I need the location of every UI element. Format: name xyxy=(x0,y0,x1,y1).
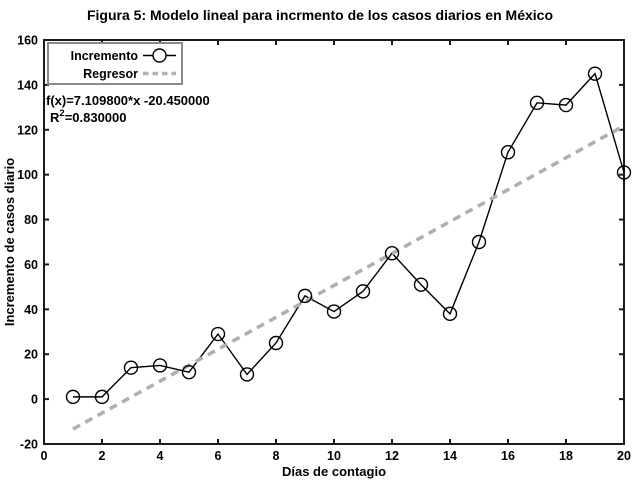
data-point xyxy=(558,97,574,113)
equation-annotation: f(x)=7.109800*x -20.450000 xyxy=(46,93,210,108)
data-point xyxy=(268,335,284,351)
y-axis-label: Incremento de casos diario xyxy=(2,158,17,326)
legend-label-regresor: Regresor xyxy=(83,67,138,81)
r-squared-annotation: R2=0.830000 xyxy=(50,108,127,125)
data-point xyxy=(94,389,110,405)
x-axis-label: Días de contagio xyxy=(282,464,386,479)
y-tick-label: 160 xyxy=(17,34,38,48)
x-tick-label: 10 xyxy=(327,449,341,463)
data-point xyxy=(239,367,255,382)
x-tick-label: 14 xyxy=(443,449,457,463)
data-point xyxy=(181,364,197,380)
data-point xyxy=(413,277,429,292)
x-tick-label: 20 xyxy=(617,449,631,463)
x-tick-label: 18 xyxy=(559,449,573,463)
data-point xyxy=(65,389,81,405)
data-point xyxy=(471,234,487,250)
data-line xyxy=(73,72,625,398)
y-tick-label: 40 xyxy=(24,303,38,317)
legend: Incremento Regresor xyxy=(47,42,183,85)
y-tick-label: 100 xyxy=(17,168,38,182)
x-tick-label: 16 xyxy=(501,449,515,463)
data-point xyxy=(529,95,545,111)
x-tick-label: 2 xyxy=(99,449,106,463)
data-point xyxy=(587,66,603,81)
y-tick-label: 120 xyxy=(17,123,38,137)
data-point xyxy=(152,358,168,373)
data-point xyxy=(210,326,226,342)
y-tick-label: 60 xyxy=(24,258,38,272)
data-point xyxy=(355,284,371,299)
data-point xyxy=(384,246,400,261)
x-tick-label: 12 xyxy=(385,449,399,463)
x-tick-label: 4 xyxy=(157,449,164,463)
y-tick-label: 80 xyxy=(24,213,38,227)
data-point xyxy=(326,304,342,319)
y-tick-label: 20 xyxy=(24,348,38,362)
data-point xyxy=(297,288,313,304)
x-tick-label: 6 xyxy=(215,449,222,463)
regression-line xyxy=(72,124,625,431)
data-point xyxy=(500,145,516,160)
y-tick-label: 0 xyxy=(31,393,38,407)
x-tick-label: 0 xyxy=(41,449,48,463)
legend-marker-sample xyxy=(152,48,167,63)
x-tick-label: 8 xyxy=(273,449,280,463)
data-point xyxy=(442,306,458,322)
data-point xyxy=(123,360,139,375)
figure-title: Figura 5: Modelo lineal para incrmento d… xyxy=(86,7,553,23)
legend-label-incremento: Incremento xyxy=(71,49,139,63)
data-point xyxy=(616,165,632,180)
y-tick-label: 140 xyxy=(17,78,38,92)
y-tick-label: -20 xyxy=(20,438,38,452)
